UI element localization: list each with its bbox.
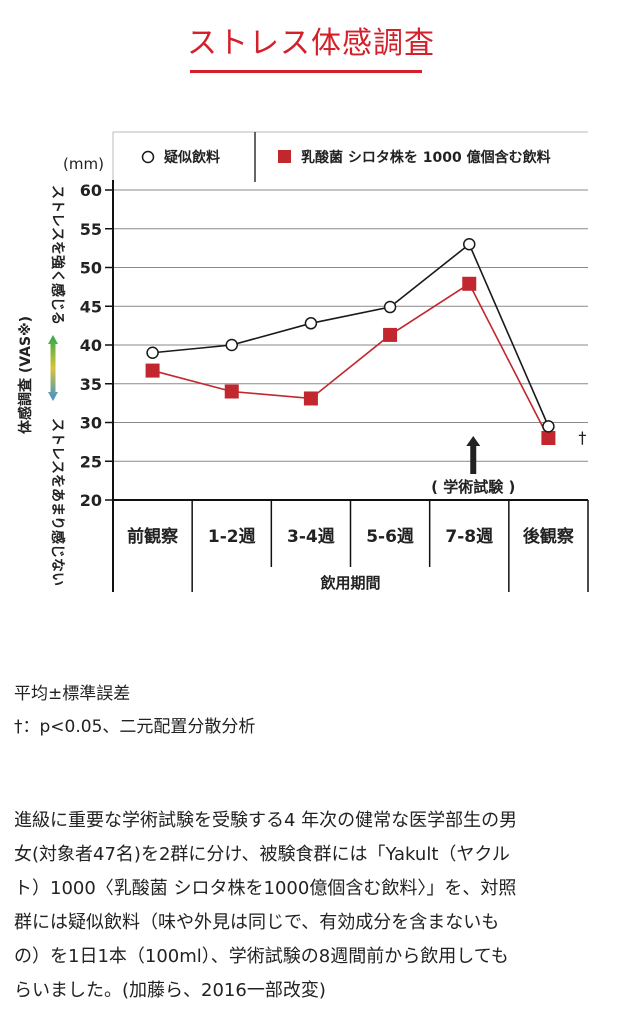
y-tick-label: 25 (80, 452, 102, 471)
ylabel-strong-stress: ストレスを強く感じる (49, 185, 66, 325)
note-significance: †：p<0.05、二元配置分散分析 (14, 717, 256, 737)
description-line: 進級に重要な学術試験を受験する4 年次の健常な医学部生の男 (14, 810, 518, 831)
y-tick-label: 40 (80, 336, 102, 355)
data-point-placebo (304, 317, 318, 330)
ylabel-main: 体感調査 (VAS※) (17, 316, 34, 434)
data-point-yakult (303, 391, 318, 406)
stress-chart: (mm) 疑似飲料 乳酸菌 シロタ株を 1000 億個含む飲料 20 25 30 35 40 4… (17, 131, 589, 592)
description-line: らいました。(加藤ら、2016一部改変) (14, 980, 326, 1001)
data-point-yakult (462, 276, 477, 291)
x-tick-label: 1-2週 (208, 527, 256, 547)
chart-notes: 平均±標準誤差 †：p<0.05、二元配置分散分析 (14, 678, 255, 744)
exam-arrow (466, 436, 481, 474)
description-line: 女(対象者47名)を2群に分け、被験食群には「Yakult（ヤクル (14, 844, 510, 865)
stress-gradient-arrow (48, 335, 58, 401)
y-tick-label: 20 (80, 491, 102, 510)
y-tick-label: 45 (80, 297, 102, 316)
series-line-placebo (152, 242, 550, 427)
data-point-placebo (146, 346, 159, 359)
note-mean-se: 平均±標準誤差 (14, 684, 131, 704)
exam-label: ( 学術試験 ) (431, 478, 515, 496)
data-point-placebo (463, 238, 476, 251)
x-tick-label: 7-8週 (445, 527, 493, 547)
description-line: ト）1000〈乳酸菌 シロタ株を1000億個含む飲料〉」を、対照 (14, 878, 517, 899)
data-point-yakult (145, 363, 160, 378)
significance-marker: † (578, 428, 586, 447)
y-tick-label: 50 (80, 259, 102, 278)
y-tick-label: 35 (80, 375, 102, 394)
data-point-yakult (383, 327, 398, 342)
data-point-yakult (224, 384, 239, 399)
unit-label: (mm) (63, 155, 104, 173)
series-line-yakult (152, 282, 550, 439)
x-axis-label: 飲用期間 (319, 574, 380, 592)
y-tick-label: 55 (80, 220, 102, 239)
legend-label-yakult: 乳酸菌 シロタ株を 1000 億個含む飲料 (301, 149, 551, 166)
y-tick-label: 30 (80, 414, 102, 433)
x-tick-label: 後観察 (523, 526, 575, 547)
data-point-placebo (383, 300, 397, 314)
study-description: 進級に重要な学術試験を受験する4 年次の健常な医学部生の男 女(対象者47名)を… (14, 804, 610, 1008)
y-tick-label: 60 (80, 181, 102, 200)
description-line: の）を1日1本（100ml）、学術試験の8週間前から飲用しても (14, 946, 509, 967)
legend-marker-circle (141, 150, 155, 164)
x-tick-label: 5-6週 (366, 527, 414, 547)
data-point-placebo (542, 420, 555, 433)
x-tick-label: 前観察 (127, 526, 179, 547)
legend-marker-square (278, 150, 291, 163)
page-title: ストレス体感調査 (187, 26, 435, 61)
x-tick-label: 3-4週 (287, 527, 335, 547)
legend-label-placebo: 疑似飲料 (164, 149, 220, 166)
description-line: 群には疑似飲料（味や外見は同じで、有効成分を含まないも (14, 912, 500, 933)
data-point-yakult (541, 431, 556, 445)
title-underline (190, 70, 422, 73)
data-point-placebo (225, 338, 238, 352)
ylabel-weak-stress: ストレスをあまり感じない (49, 418, 66, 586)
